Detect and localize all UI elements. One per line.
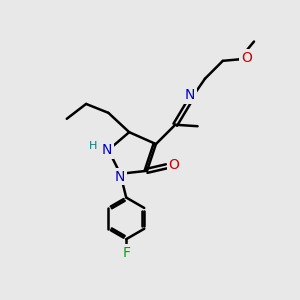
Text: O: O bbox=[168, 158, 179, 172]
Text: N: N bbox=[185, 88, 195, 102]
Text: F: F bbox=[122, 245, 130, 260]
Text: H: H bbox=[89, 140, 98, 151]
Text: N: N bbox=[115, 170, 125, 184]
Text: N: N bbox=[102, 143, 112, 157]
Text: O: O bbox=[241, 51, 252, 65]
